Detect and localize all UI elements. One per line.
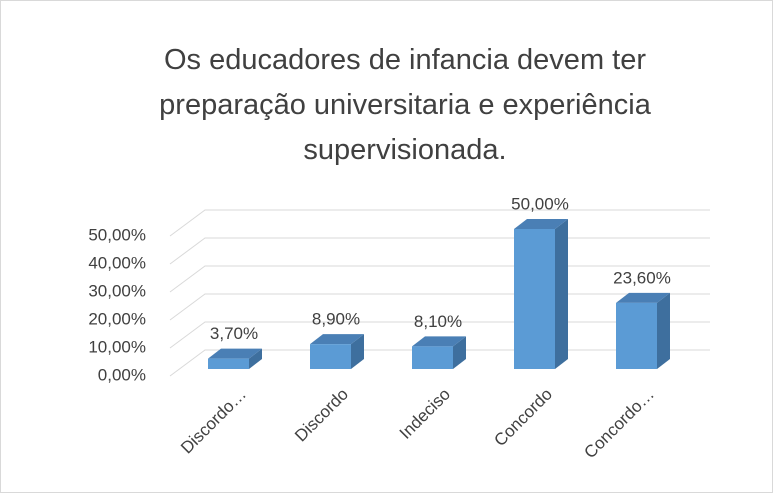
y-tick-label: 0,00% [98, 365, 146, 384]
y-tick-label: 30,00% [88, 281, 146, 300]
bar-top [310, 334, 364, 345]
bar-side [351, 334, 364, 369]
bar-top [514, 219, 568, 229]
bar-front [514, 229, 555, 369]
bar [616, 292, 670, 369]
chart-title: Os educadores de infancia devem ter prep… [159, 44, 651, 166]
bar-front [616, 302, 657, 369]
y-tick-label: 50,00% [88, 225, 146, 244]
value-label: 8,10% [414, 312, 462, 331]
grid-line [169, 209, 710, 237]
bar-top [412, 336, 466, 347]
bar-side [453, 336, 466, 369]
y-tick-label: 20,00% [88, 309, 146, 328]
bar-side [249, 348, 262, 369]
bar-front [208, 358, 249, 369]
y-tick-label: 10,00% [88, 337, 146, 356]
value-label: 3,70% [210, 324, 258, 343]
bar [412, 336, 466, 369]
bar-side [555, 219, 568, 369]
bar-side [657, 292, 670, 369]
value-label: 8,90% [312, 310, 360, 329]
bar-top [208, 348, 262, 359]
bar [208, 348, 262, 369]
bar-front [310, 344, 351, 369]
y-tick-label: 40,00% [88, 253, 146, 272]
value-label: 23,60% [613, 268, 671, 287]
bar [514, 219, 568, 369]
value-label: 50,00% [511, 194, 569, 213]
bar [310, 334, 364, 369]
bar-top [616, 292, 670, 303]
bar-front [412, 346, 453, 369]
